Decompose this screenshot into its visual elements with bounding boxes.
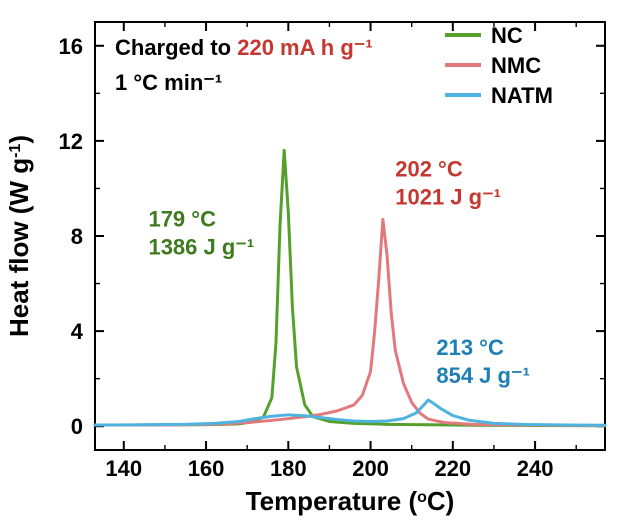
x-tick-label: 240 xyxy=(517,456,554,481)
y-axis-title: Heat flow (W g-1) xyxy=(4,135,34,337)
x-tick-label: 180 xyxy=(270,456,307,481)
y-tick-label: 4 xyxy=(71,319,84,344)
y-tick-label: 12 xyxy=(59,129,83,154)
y-tick-label: 8 xyxy=(71,224,83,249)
anno-natm-temp: 213 °C xyxy=(436,335,504,360)
series-natm xyxy=(95,400,605,425)
anno-nmc-energy: 1021 J g⁻¹ xyxy=(395,185,501,210)
x-tick-label: 220 xyxy=(434,456,471,481)
note-rate: 1 °C min⁻¹ xyxy=(115,70,222,95)
x-tick-label: 160 xyxy=(188,456,225,481)
y-tick-label: 16 xyxy=(59,34,83,59)
anno-nc-temp: 179 °C xyxy=(148,206,216,231)
legend-label-nmc: NMC xyxy=(491,53,541,78)
x-tick-label: 140 xyxy=(105,456,142,481)
anno-nc-energy: 1386 J g⁻¹ xyxy=(148,234,254,259)
legend-label-nc: NC xyxy=(491,23,523,48)
x-axis-title: Temperature (oC) xyxy=(246,486,455,516)
anno-nmc-temp: 202 °C xyxy=(395,157,463,182)
chart-svg: 140 160 180 200 220 240 0 4 8 12 16 Heat flow (W g-… xyxy=(0,0,633,524)
note-charged: Charged to 220 mA h g⁻¹ xyxy=(115,35,373,60)
anno-natm-energy: 854 J g⁻¹ xyxy=(436,363,530,388)
y-tick-label: 0 xyxy=(71,414,83,439)
legend-label-natm: NATM xyxy=(491,83,553,108)
dsc-heatflow-chart: 140 160 180 200 220 240 0 4 8 12 16 Heat flow (W g-… xyxy=(0,0,633,524)
x-tick-label: 200 xyxy=(352,456,389,481)
